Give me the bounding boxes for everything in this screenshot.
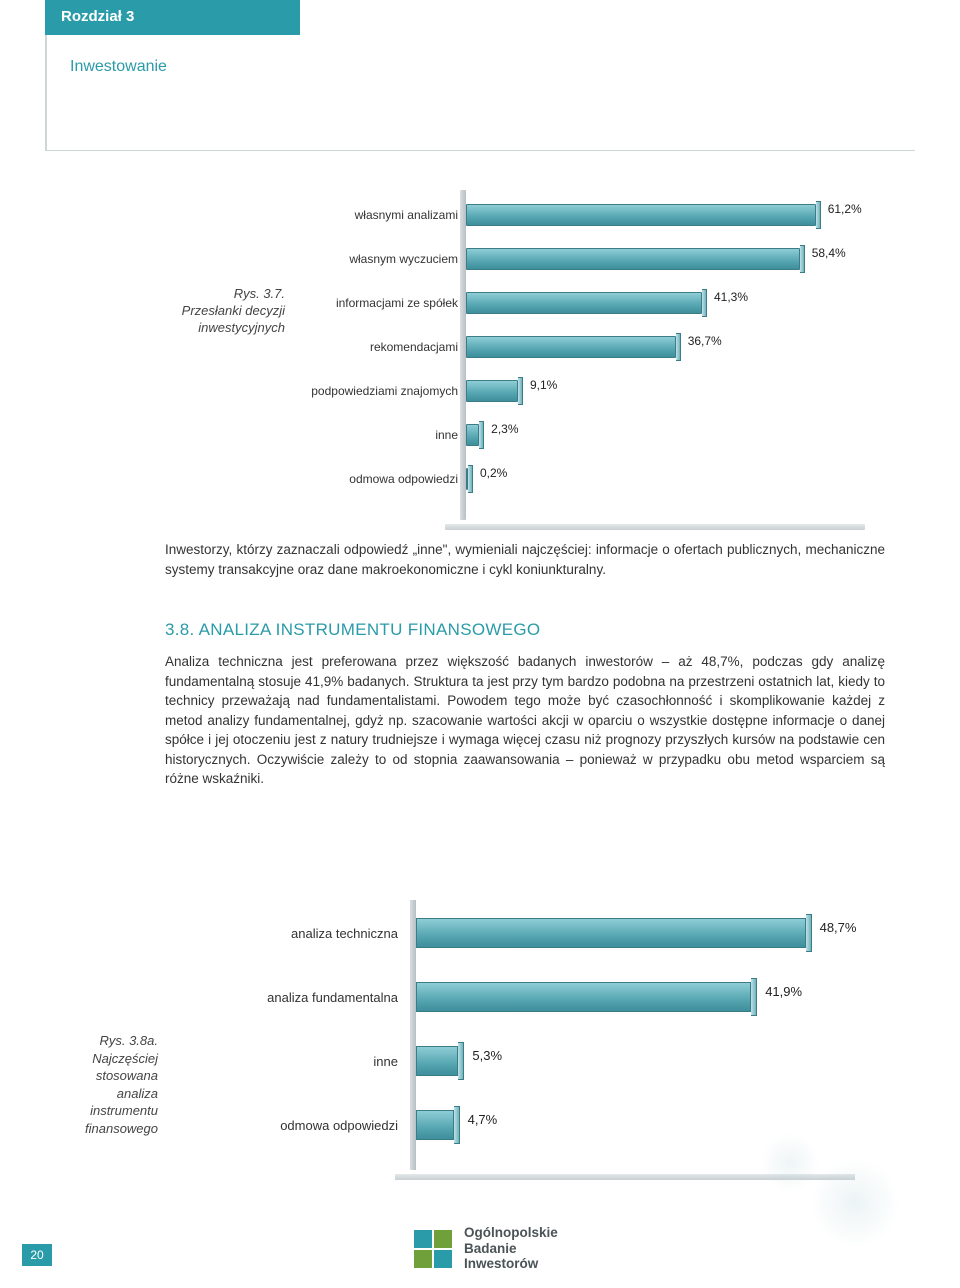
chart-bar [466, 380, 518, 406]
caption-line: finansowego [85, 1121, 158, 1136]
caption-line: Rys. 3.7. [234, 286, 285, 301]
chart-3-7: własnymi analizami 61,2% własnym wyczuciem… [300, 190, 900, 520]
chart-row: podpowiedziami znajomych 9,1% [300, 374, 900, 410]
chart-bar [416, 1046, 458, 1080]
section-title: Inwestowanie [70, 58, 167, 76]
chart-value-label: 4,7% [468, 1112, 498, 1127]
logo-square [434, 1230, 452, 1248]
logo-square [434, 1250, 452, 1268]
caption-line: Najczęściej [92, 1051, 158, 1066]
chart-value-label: 41,3% [714, 290, 748, 304]
decorative-circle [810, 1158, 900, 1248]
decorative-circle [760, 1133, 820, 1193]
chart-bar [466, 468, 468, 494]
chart-row: inne 2,3% [300, 418, 900, 454]
logo-square [414, 1250, 432, 1268]
logo-line: Badanie [464, 1241, 558, 1257]
chart-value-label: 61,2% [828, 202, 862, 216]
chart-value-label: 36,7% [688, 334, 722, 348]
footer-logo: Ogólnopolskie Badanie Inwestorów [412, 1225, 558, 1272]
chart-category-label: analiza techniczna [218, 926, 398, 941]
chart-bar [416, 918, 806, 952]
chart-bar [416, 1110, 454, 1144]
chart-row: własnym wyczuciem 58,4% [300, 242, 900, 278]
caption-line: inwestycyjnych [198, 320, 285, 335]
logo-line: Ogólnopolskie [464, 1225, 558, 1241]
chart-bar [466, 248, 800, 274]
chart-bar [466, 336, 676, 362]
chart-value-label: 2,3% [491, 422, 518, 436]
chart-row: odmowa odpowiedzi 0,2% [300, 462, 900, 498]
page-number: 20 [22, 1244, 52, 1266]
logo-mark [412, 1228, 454, 1270]
horizontal-divider [45, 150, 915, 151]
figure-3-8a-caption: Rys. 3.8a. Najczęściej stosowana analiza… [40, 1032, 158, 1137]
caption-line: Rys. 3.8a. [99, 1033, 158, 1048]
chart-x-axis [445, 524, 865, 530]
chapter-tab: Rozdział 3 [45, 0, 300, 35]
chart-category-label: własnymi analizami [308, 208, 458, 222]
chart-value-label: 41,9% [765, 984, 802, 999]
chart-value-label: 5,3% [472, 1048, 502, 1063]
chart-category-label: rekomendacjami [308, 340, 458, 354]
chart-value-label: 48,7% [820, 920, 857, 935]
chart-row: analiza techniczna 48,7% [210, 912, 900, 958]
chart-row: rekomendacjami 36,7% [300, 330, 900, 366]
chart-category-label: inne [308, 428, 458, 442]
chart-category-label: informacjami ze spółek [308, 296, 458, 310]
caption-line: analiza [117, 1086, 158, 1101]
chart-bar [466, 424, 479, 450]
figure-3-7-caption: Rys. 3.7. Przesłanki decyzji inwestycyjn… [90, 286, 285, 337]
chart-category-label: analiza fundamentalna [218, 990, 398, 1005]
paragraph-3-8: Analiza techniczna jest preferowana prze… [165, 652, 885, 789]
chart-bar [416, 982, 751, 1016]
left-rule [45, 35, 47, 150]
chart-row: informacjami ze spółek 41,3% [300, 286, 900, 322]
chart-category-label: odmowa odpowiedzi [308, 472, 458, 486]
chart-bar [466, 292, 702, 318]
logo-line: Inwestorów [464, 1256, 558, 1272]
heading-3-8: 3.8. ANALIZA INSTRUMENTU FINANSOWEGO [165, 620, 885, 640]
chart-row: inne 5,3% [210, 1040, 900, 1086]
chart-category-label: własnym wyczuciem [308, 252, 458, 266]
chart-category-label: inne [218, 1054, 398, 1069]
chart-value-label: 0,2% [480, 466, 507, 480]
chart-category-label: odmowa odpowiedzi [218, 1118, 398, 1133]
logo-square [414, 1230, 432, 1248]
caption-line: instrumentu [90, 1103, 158, 1118]
logo-text: Ogólnopolskie Badanie Inwestorów [464, 1225, 558, 1272]
caption-line: stosowana [96, 1068, 158, 1083]
chart-bar [466, 204, 816, 230]
chart-value-label: 58,4% [812, 246, 846, 260]
caption-line: Przesłanki decyzji [182, 303, 285, 318]
paragraph-intro: Inwestorzy, którzy zaznaczali odpowiedź … [165, 540, 885, 579]
chart-value-label: 9,1% [530, 378, 557, 392]
chart-row: analiza fundamentalna 41,9% [210, 976, 900, 1022]
chart-category-label: podpowiedziami znajomych [308, 384, 458, 398]
chart-row: własnymi analizami 61,2% [300, 198, 900, 234]
